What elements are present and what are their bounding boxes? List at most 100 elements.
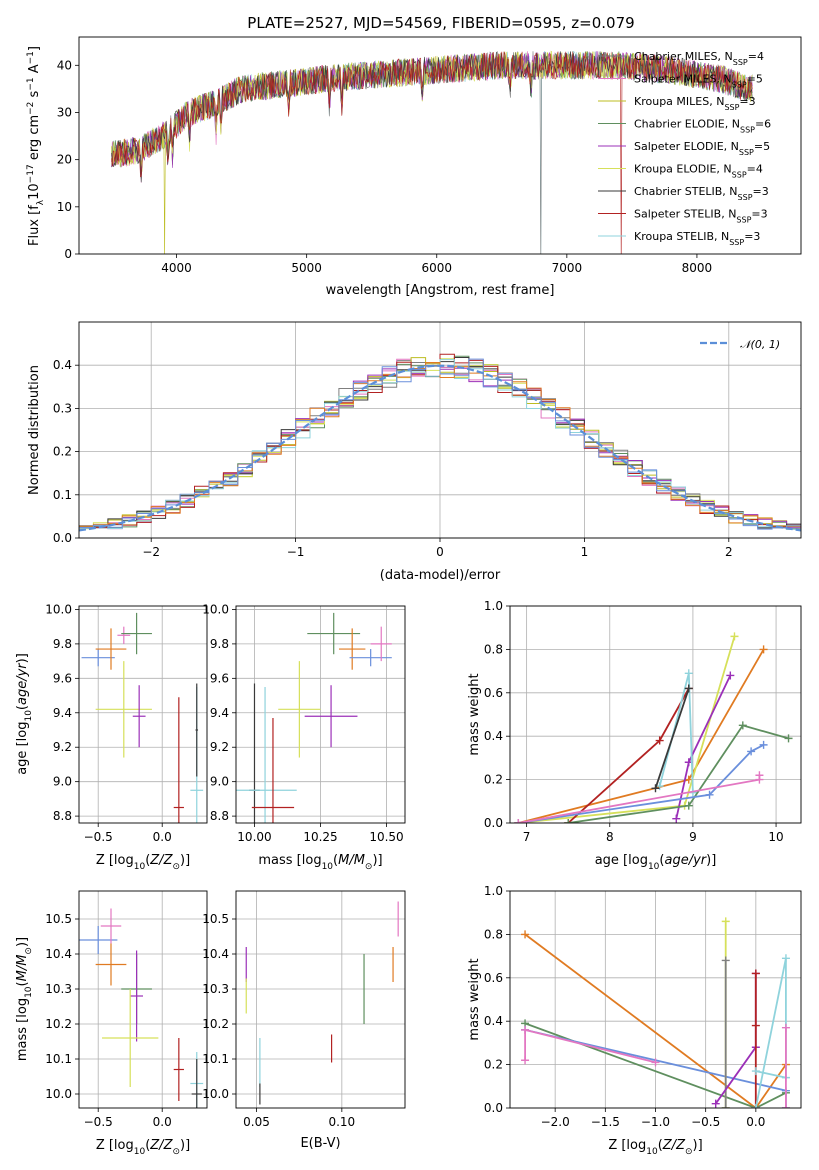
x-tick-label: 10.25 [303, 830, 337, 844]
legend-entry: Salpeter STELIB, NSSP=3 [634, 208, 768, 225]
x-axis-label: wavelength [Angstrom, rest frame] [326, 283, 555, 298]
x-tick-label: −2 [142, 545, 160, 559]
y-tick-label: 9.6 [210, 671, 229, 685]
y-tick-label: 0.0 [484, 816, 503, 830]
y-tick-label: 9.0 [210, 775, 229, 789]
mass-weight-marker [705, 790, 714, 799]
x-tick-label: 0 [436, 545, 444, 559]
y-tick-label: 0.4 [53, 358, 72, 372]
mass-weight-line [568, 724, 789, 823]
y-axis-label: Normed distribution [27, 365, 42, 495]
x-tick-label: −1 [287, 545, 305, 559]
y-tick-label: 9.8 [210, 637, 229, 651]
x-tick-label: 2 [725, 545, 733, 559]
mass-weight-marker [747, 747, 756, 756]
axes-frame [78, 605, 208, 824]
y-tick-label: 0.2 [484, 1058, 503, 1072]
mass-weight-marker [684, 669, 693, 678]
x-tick-label: 10 [768, 830, 783, 844]
mass-weight-marker [755, 771, 764, 780]
axes-frame [235, 890, 406, 1109]
y-tick-label: 9.4 [53, 706, 72, 720]
y-tick-label: 9.8 [53, 637, 72, 651]
mass-weight-marker [721, 956, 730, 965]
x-tick-label: 8 [606, 830, 614, 844]
y-tick-label: 30 [57, 105, 72, 119]
mass-weight-line [754, 958, 787, 1108]
y-tick-label: 9.4 [210, 706, 229, 720]
mass-weight-marker [564, 819, 573, 823]
x-tick-label: 6000 [421, 261, 452, 275]
y-tick-label: 0 [64, 247, 72, 261]
mass-weight-marker [751, 1067, 760, 1076]
y-axis-label: mass weight [467, 673, 482, 755]
y-tick-label: 0.2 [484, 773, 503, 787]
mass-weight-marker [751, 969, 760, 978]
legend-entry: Salpeter MILES, NSSP=5 [634, 73, 763, 90]
mass-weight-line [518, 744, 765, 823]
y-tick-label: 10.2 [202, 1017, 229, 1031]
x-tick-label: 8000 [682, 261, 713, 275]
y-tick-label: 10.2 [45, 1017, 72, 1031]
y-tick-label: 9.0 [53, 775, 72, 789]
y-tick-label: 0.0 [53, 531, 72, 545]
x-axis-label: (data-model)/error [380, 568, 501, 583]
mass-weight-marker [684, 801, 693, 810]
x-tick-label: 4000 [161, 261, 192, 275]
y-tick-label: 0.4 [484, 1014, 503, 1028]
mass-weight-marker [759, 645, 768, 654]
y-tick-label: 10.3 [202, 982, 229, 996]
x-tick-label: −2.0 [541, 1115, 570, 1129]
y-tick-label: 10.3 [45, 982, 72, 996]
legend-entry: Kroupa MILES, NSSP=3 [634, 95, 756, 112]
x-axis-label: Z [log10(Z/Z⊙)] [608, 1138, 702, 1157]
mass-weight-marker [751, 1021, 760, 1030]
x-tick-label: −0.5 [84, 830, 113, 844]
x-tick-label: 10.50 [369, 830, 403, 844]
y-tick-label: 0.0 [484, 1101, 503, 1115]
x-tick-label: 0.10 [328, 1115, 355, 1129]
y-tick-label: 9.2 [210, 740, 229, 754]
legend-entry: Kroupa ELODIE, NSSP=4 [634, 163, 763, 180]
normal-curve [79, 364, 801, 532]
x-tick-label: 1 [581, 545, 589, 559]
y-tick-label: 10.4 [45, 947, 72, 961]
x-axis-label: E(B-V) [300, 1136, 340, 1151]
legend-entry: Salpeter ELODIE, NSSP=5 [634, 140, 770, 157]
mass-weight-marker [684, 684, 693, 693]
x-tick-label: 7000 [552, 261, 583, 275]
y-tick-label: 10.1 [45, 1052, 72, 1066]
mass-weight-marker [781, 1104, 790, 1108]
axes-frame [235, 605, 406, 824]
mass-weight-marker [721, 1104, 730, 1108]
x-axis-label: age [log10(age/yr)] [595, 853, 717, 872]
y-tick-label: 8.8 [210, 809, 229, 823]
axes-frame [509, 890, 802, 1109]
y-tick-label: 10.5 [202, 912, 229, 926]
y-tick-label: 10.0 [45, 1087, 72, 1101]
y-tick-label: 0.2 [53, 445, 72, 459]
x-tick-label: 5000 [291, 261, 322, 275]
legend-entry: Kroupa STELIB, NSSP=3 [634, 230, 760, 247]
x-axis-label: mass [log10(M/M⊙)] [258, 853, 382, 872]
mass-weight-line [654, 688, 690, 789]
y-tick-label: 10.0 [202, 1087, 229, 1101]
y-tick-label: 0.1 [53, 488, 72, 502]
axes-frame [78, 321, 802, 539]
y-axis-label: age [log10(age/yr)] [15, 653, 34, 775]
x-tick-label: 0.05 [243, 1115, 270, 1129]
panel-6 [232, 891, 405, 1112]
x-tick-label: 10.00 [237, 830, 271, 844]
mass-weight-marker [784, 734, 793, 743]
x-tick-label: 7 [523, 830, 531, 844]
x-tick-label: −1.5 [591, 1115, 620, 1129]
mass-weight-marker [651, 1058, 660, 1067]
mass-weight-marker [711, 1099, 720, 1108]
legend-entry: 𝒩(0, 1) [740, 338, 780, 351]
mass-weight-marker [721, 917, 730, 926]
y-tick-label: 9.2 [53, 740, 72, 754]
y-tick-label: 40 [57, 58, 72, 72]
mass-weight-marker [751, 1104, 760, 1108]
mass-weight-marker [521, 930, 530, 939]
